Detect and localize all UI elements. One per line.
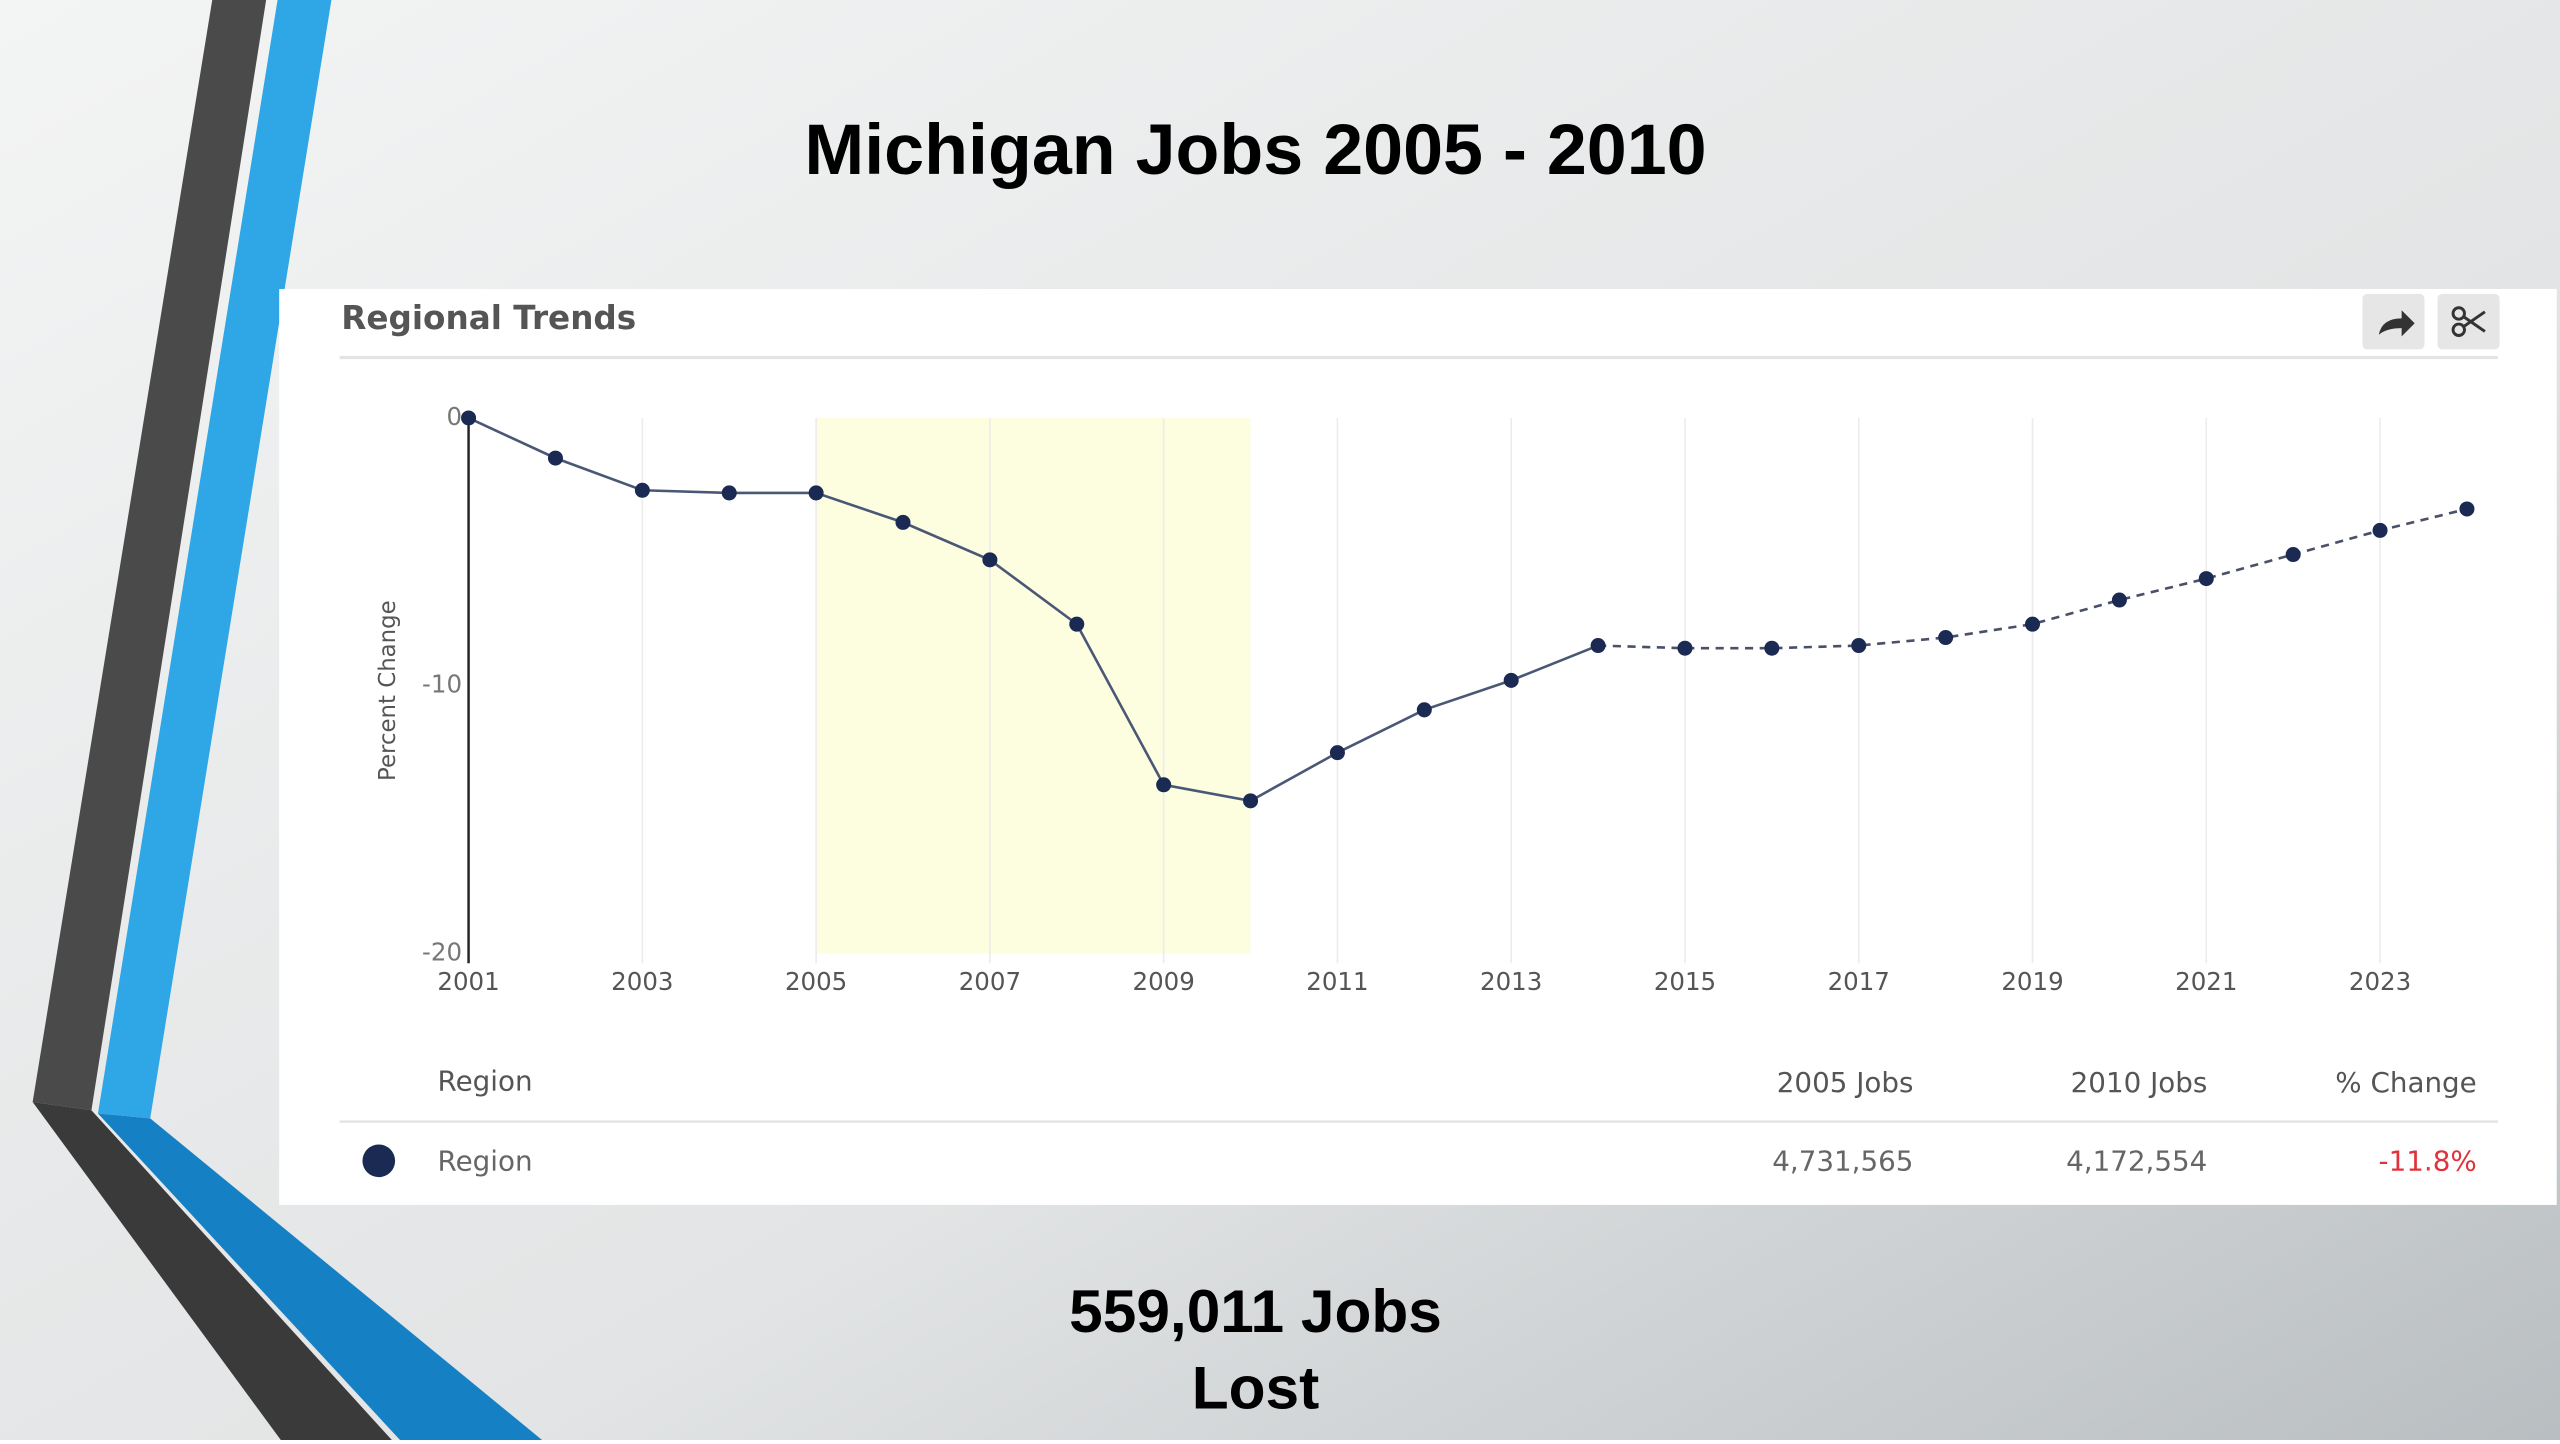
y-tick-label: 0 bbox=[446, 402, 462, 431]
x-tick-label: 2017 bbox=[1828, 967, 1890, 996]
legend-marker bbox=[362, 1144, 396, 1178]
data-point bbox=[634, 482, 650, 498]
data-point bbox=[1938, 630, 1954, 646]
decor-stripe bbox=[97, 1113, 543, 1440]
data-point bbox=[2372, 522, 2388, 538]
clip-button[interactable] bbox=[2437, 293, 2500, 350]
data-point bbox=[1677, 640, 1693, 656]
data-point bbox=[2025, 616, 2041, 632]
data-point bbox=[1590, 638, 1606, 654]
data-point bbox=[1764, 640, 1780, 656]
table-header: 2005 Jobs bbox=[1777, 1066, 1914, 1099]
y-axis-label: Percent Change bbox=[375, 600, 401, 781]
decor-stripe bbox=[32, 1102, 392, 1440]
share-button[interactable] bbox=[2362, 293, 2425, 350]
y-tick-label: -20 bbox=[422, 937, 462, 966]
table-cell: 4,731,565 bbox=[1772, 1144, 1913, 1177]
x-tick-label: 2001 bbox=[437, 967, 499, 996]
x-tick-label: 2013 bbox=[1480, 967, 1542, 996]
data-point bbox=[547, 450, 563, 466]
data-point bbox=[2198, 571, 2214, 587]
data-point bbox=[982, 552, 998, 568]
table-header: 2010 Jobs bbox=[2071, 1066, 2208, 1099]
y-tick-label: -10 bbox=[422, 670, 462, 699]
data-point bbox=[2285, 547, 2301, 563]
caption: Lost bbox=[1192, 1354, 1319, 1422]
data-point bbox=[808, 485, 824, 501]
chart-panel bbox=[279, 288, 2557, 1205]
data-point bbox=[1503, 672, 1519, 688]
x-tick-label: 2003 bbox=[611, 967, 673, 996]
data-point bbox=[1416, 702, 1432, 718]
x-tick-label: 2021 bbox=[2175, 967, 2237, 996]
slide-title: Michigan Jobs 2005 - 2010 bbox=[804, 110, 1706, 190]
table-cell: -11.8% bbox=[2379, 1144, 2477, 1177]
chart-title: Regional Trends bbox=[341, 299, 636, 337]
data-point bbox=[1156, 777, 1172, 793]
data-point bbox=[2459, 501, 2475, 517]
decor-stripe bbox=[32, 0, 267, 1111]
caption: 559,011 Jobs bbox=[1069, 1277, 1442, 1345]
data-point bbox=[1851, 638, 1867, 654]
table-header: Region bbox=[438, 1064, 533, 1097]
data-point bbox=[1243, 793, 1259, 809]
table-header: % Change bbox=[2335, 1066, 2476, 1099]
x-tick-label: 2015 bbox=[1654, 967, 1716, 996]
data-point bbox=[721, 485, 737, 501]
decor-stripe bbox=[97, 0, 332, 1119]
x-tick-label: 2009 bbox=[1133, 967, 1195, 996]
data-point bbox=[1329, 745, 1345, 761]
x-tick-label: 2023 bbox=[2349, 967, 2411, 996]
legend-label: Region bbox=[438, 1144, 533, 1177]
data-point bbox=[2111, 592, 2127, 608]
x-tick-label: 2011 bbox=[1306, 967, 1368, 996]
data-point bbox=[895, 514, 911, 530]
table-cell: 4,172,554 bbox=[2066, 1144, 2207, 1177]
x-tick-label: 2007 bbox=[959, 967, 1021, 996]
highlight-band bbox=[816, 417, 1251, 954]
x-tick-label: 2005 bbox=[785, 967, 847, 996]
data-point bbox=[1069, 616, 1085, 632]
forecast-line bbox=[1598, 507, 2468, 650]
x-tick-label: 2019 bbox=[2001, 967, 2063, 996]
data-point bbox=[461, 410, 477, 426]
series-line bbox=[468, 416, 1599, 803]
